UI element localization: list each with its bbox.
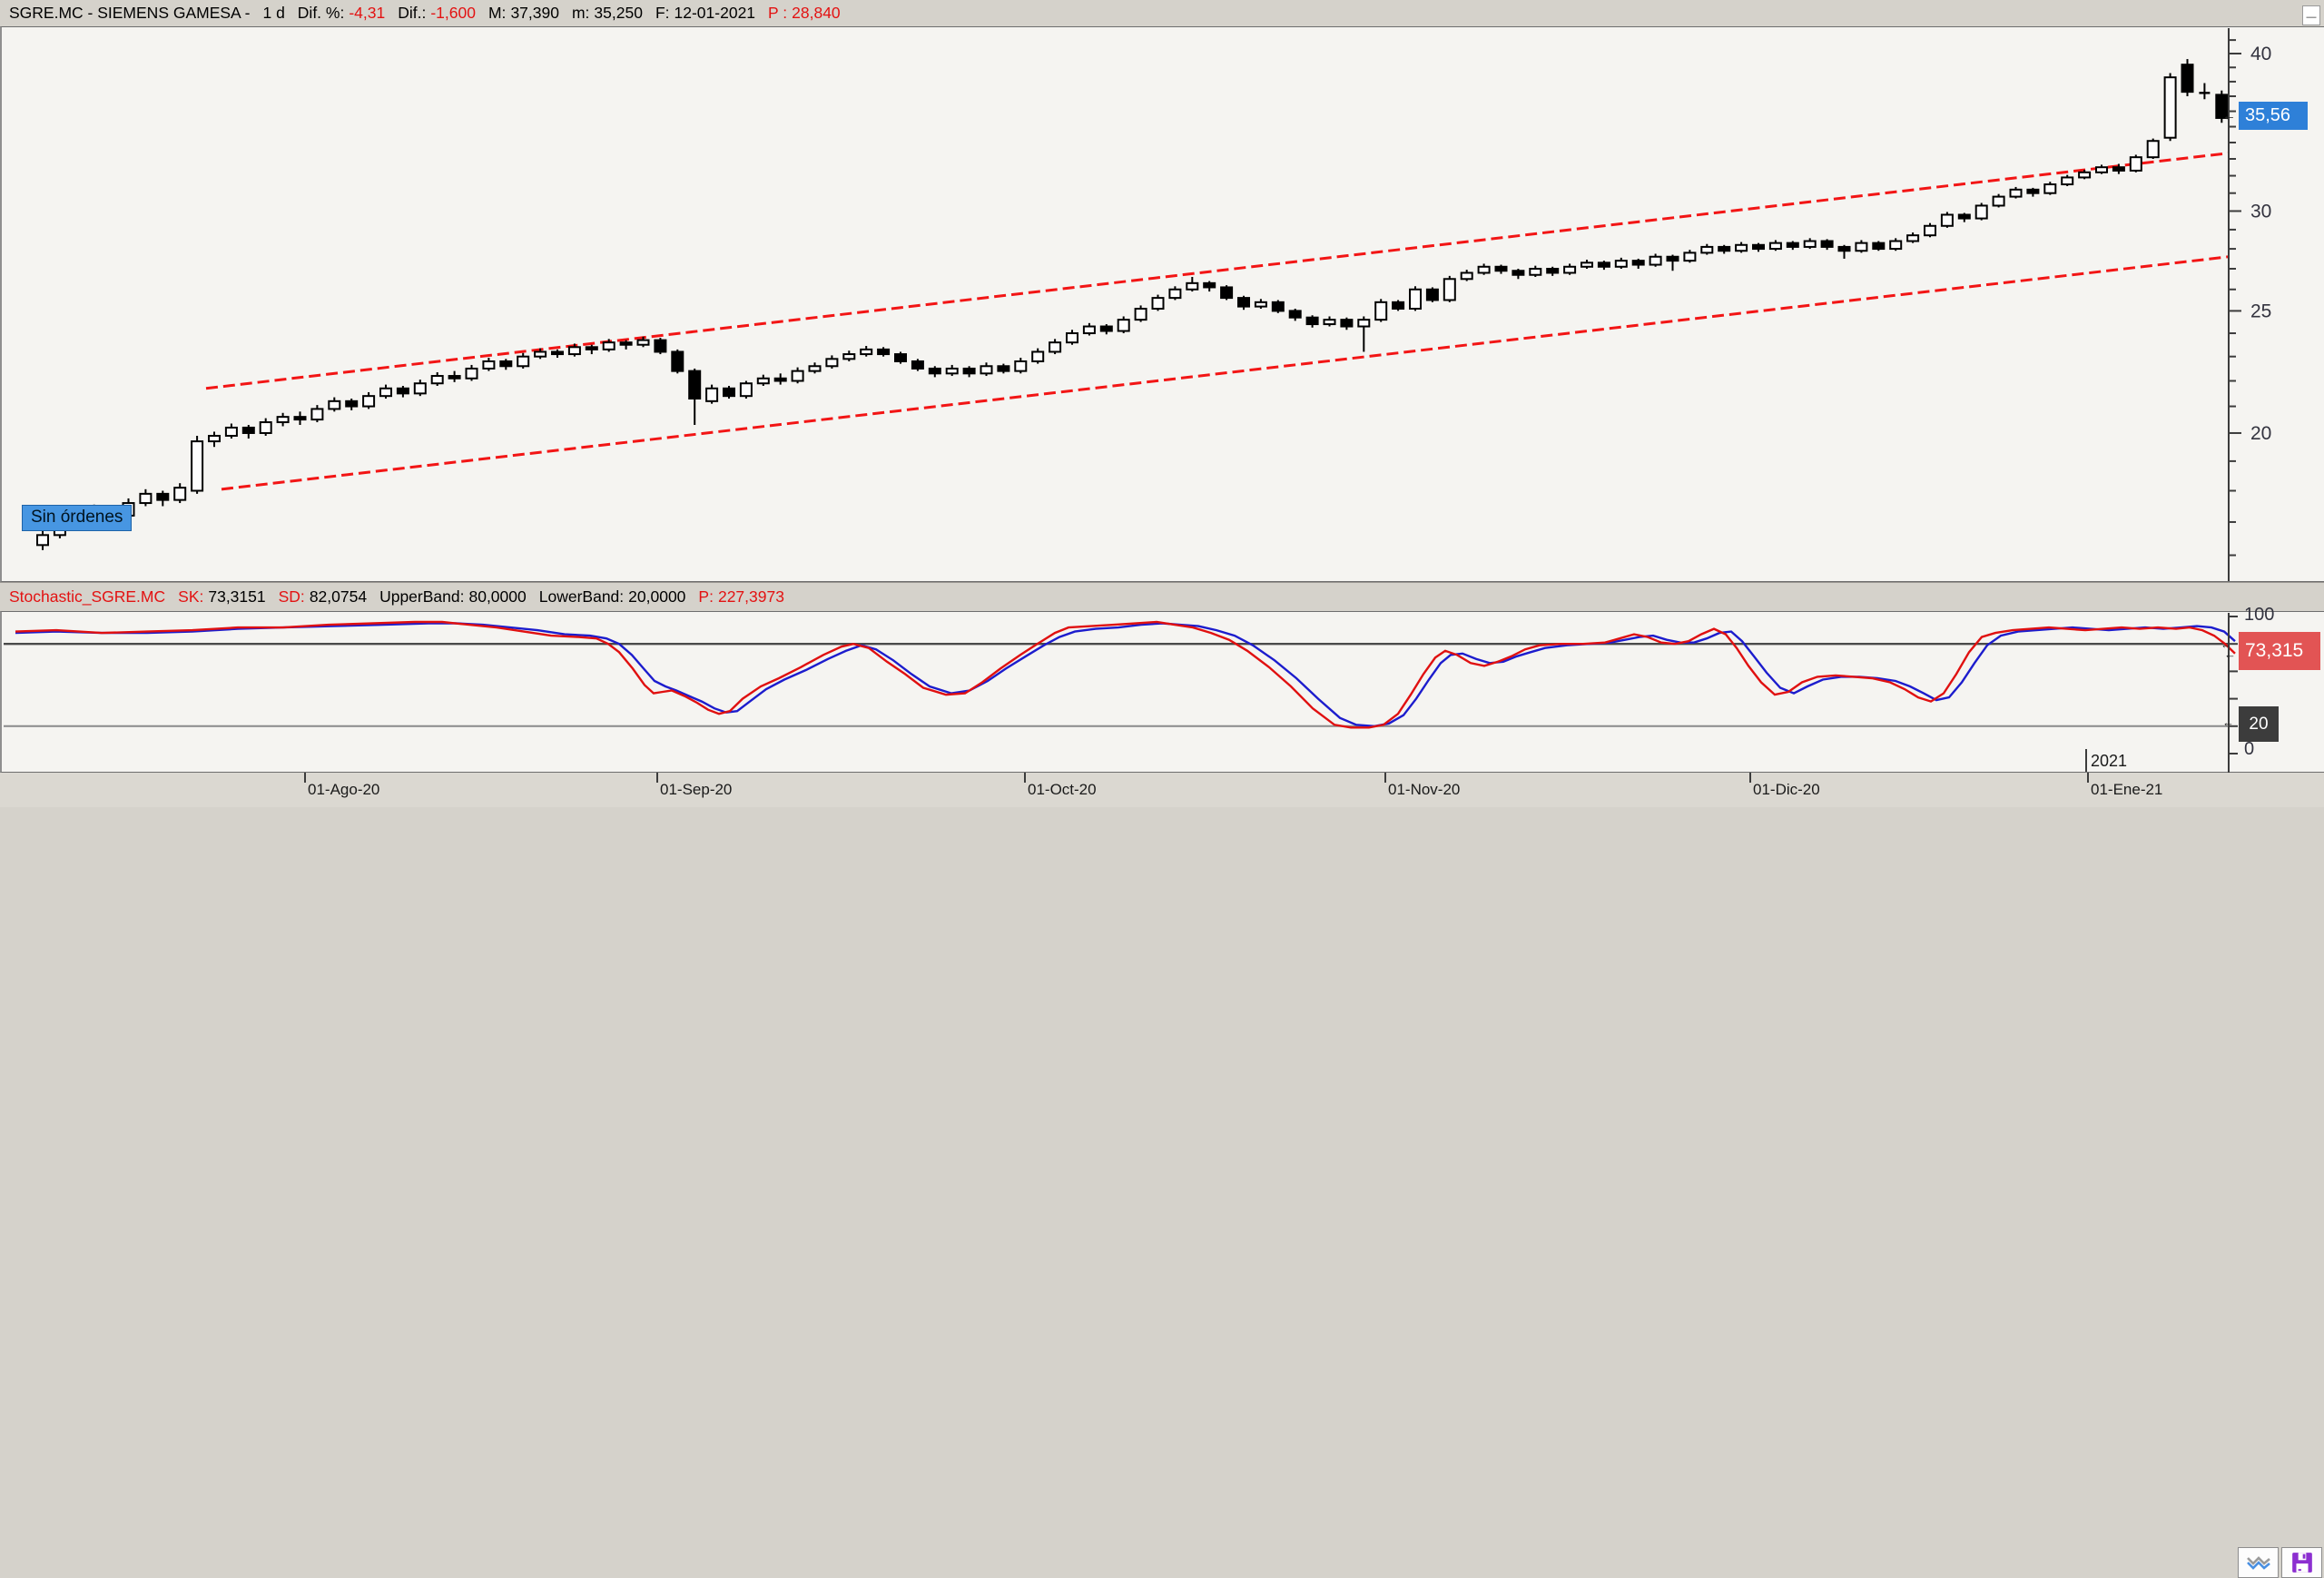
- header-field-label: P :: [768, 4, 788, 22]
- stochastic-sk-badge: 73,315: [2239, 632, 2320, 670]
- svg-text:30: 30: [2250, 201, 2271, 222]
- main-chart-header: SGRE.MC - SIEMENS GAMESA - 1 d Dif. %: -4…: [0, 0, 2324, 26]
- month-label: 01-Oct-20: [1028, 781, 1097, 798]
- header-field-label: m:: [571, 4, 590, 22]
- price-marker-arrow-icon: ←: [2222, 108, 2236, 123]
- stochastic-title: Stochastic_SGRE.MC: [9, 587, 166, 606]
- stochastic-chart[interactable]: 2021: [2, 612, 2324, 774]
- header-field-value: 20,0000: [628, 587, 686, 606]
- window-control-button[interactable]: —: [2302, 5, 2320, 25]
- svg-text:40: 40: [2250, 44, 2271, 64]
- svg-text:25: 25: [2250, 301, 2271, 321]
- header-field-value: 227,3973: [717, 587, 784, 606]
- sk-line: [15, 620, 2236, 729]
- header-field-value: 28,840: [792, 4, 841, 22]
- header-field-label: P:: [698, 587, 714, 606]
- sd-marker-arrow-icon: ←: [2224, 647, 2236, 661]
- month-tick: [1749, 773, 1751, 783]
- month-tick: [656, 773, 658, 783]
- window-control-glyph: —: [2306, 12, 2317, 23]
- sk-marker-arrow-icon: ←: [2221, 637, 2232, 651]
- header-field-value: 12-01-2021: [674, 4, 756, 22]
- lower-band-value: 20: [2249, 714, 2269, 734]
- main-header-fields: Dif. %: -4,31 Dif.: -1,600 M: 37,390 m: 35,250 F…: [298, 4, 853, 23]
- last-price-badge: 35,56: [2239, 102, 2308, 130]
- stochastic-sk-value: 73,315: [2245, 640, 2304, 661]
- header-field-value: 35,250: [594, 4, 643, 22]
- month-label: 01-Ago-20: [308, 781, 380, 798]
- stochastic-panel[interactable]: 2021: [0, 611, 2324, 773]
- header-field-value: 37,390: [510, 4, 559, 22]
- candlestick-chart[interactable]: 40 30 25 20: [2, 27, 2324, 583]
- header-field-label: Dif.:: [398, 4, 427, 22]
- header-field-label: M:: [487, 4, 507, 22]
- svg-text:20: 20: [2250, 423, 2271, 444]
- stochastic-axis: [2228, 613, 2238, 773]
- month-tick: [1024, 773, 1026, 783]
- year-label: 2021: [2091, 752, 2127, 770]
- stochastic-header: Stochastic_SGRE.MC SK: 73,3151 SD: 82,0754 U…: [0, 582, 2324, 611]
- timeframe-label: 1 d: [262, 4, 285, 22]
- lower-band-badge: 20: [2239, 706, 2279, 742]
- month-tick: [2087, 773, 2089, 783]
- header-field-label: F:: [655, 4, 670, 22]
- no-orders-label: Sin órdenes: [22, 505, 133, 531]
- month-label: 01-Sep-20: [660, 781, 733, 798]
- save-button[interactable]: [2281, 1547, 2322, 1578]
- header-field-label: LowerBand:: [538, 587, 625, 606]
- band-marker-arrow-icon: ←: [2222, 715, 2234, 729]
- header-field-label: SD:: [278, 587, 305, 606]
- stoch-axis-label-0: 0: [2244, 739, 2255, 759]
- month-label: 01-Nov-20: [1388, 781, 1461, 798]
- header-field-value: 73,3151: [208, 587, 266, 606]
- header-field-label: UpperBand:: [379, 587, 465, 606]
- price-chart-panel[interactable]: 40 30 25 20: [0, 26, 2324, 582]
- month-tick: [304, 773, 306, 783]
- header-field-label: SK:: [178, 587, 204, 606]
- symbol-title: SGRE.MC - SIEMENS GAMESA -: [9, 4, 251, 22]
- month-label: 01-Dic-20: [1753, 781, 1820, 798]
- sd-line: [15, 622, 2236, 728]
- candlesticks: [36, 59, 2229, 550]
- header-field-value: 82,0754: [309, 587, 368, 606]
- regression-channel: [205, 152, 2230, 491]
- header-field-label: Dif. %:: [297, 4, 345, 22]
- header-field-value: -4,31: [349, 4, 386, 22]
- price-axis: 40 30 25 20: [2228, 28, 2271, 581]
- indicator-button[interactable]: [2238, 1547, 2279, 1578]
- last-price-value: 35,56: [2245, 105, 2291, 125]
- month-tick: [1384, 773, 1386, 783]
- header-field-value: 80,0000: [468, 587, 527, 606]
- stoch-axis-label-100: 100: [2244, 605, 2275, 625]
- zigzag-icon: [2246, 1556, 2270, 1570]
- stochastic-header-fields: SK: 73,3151 SD: 82,0754 UpperBand: 80,0000 Low…: [178, 587, 797, 607]
- month-label: 01-Ene-21: [2091, 781, 2163, 798]
- time-axis: 01-Ago-20 01-Sep-20 01-Oct-20 01-Nov-20 01-D…: [0, 773, 2324, 1578]
- header-field-value: -1,600: [430, 4, 476, 22]
- floppy-disk-icon: [2291, 1553, 2312, 1573]
